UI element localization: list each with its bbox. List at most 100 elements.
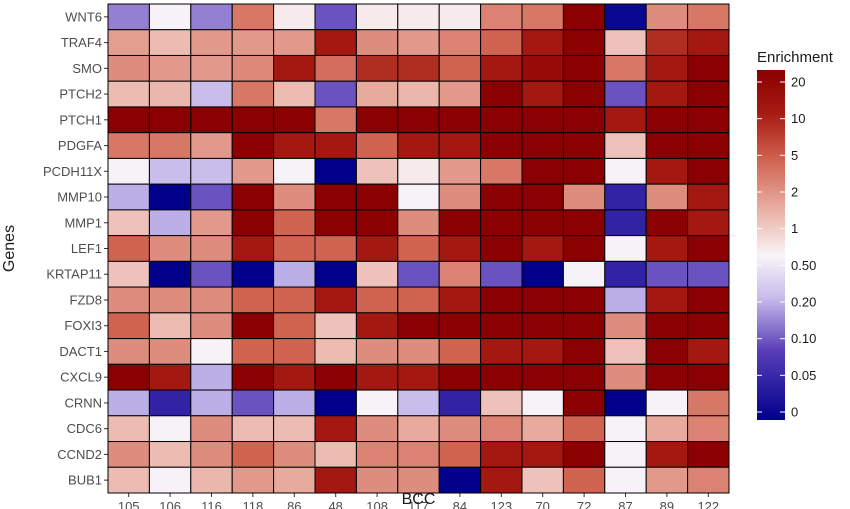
heatmap-cell-BUB1-105 xyxy=(107,466,150,494)
heatmap-cell-MMP10-117 xyxy=(397,183,440,211)
heatmap-cell-CCND2-106 xyxy=(148,441,192,468)
y-tick-label: WNT6 xyxy=(65,9,102,24)
heatmap-cell-BUB1-108 xyxy=(355,466,399,494)
heatmap-cell-SMO-72 xyxy=(562,54,606,82)
heatmap-cell-MMP1-117 xyxy=(397,209,440,237)
x-tick-label: 48 xyxy=(328,499,342,509)
heatmap-cell-CDC6-122 xyxy=(687,415,730,443)
heatmap-cell-CXCL9-86 xyxy=(273,363,316,391)
heatmap-cell-FZD8-117 xyxy=(397,286,440,314)
heatmap-cell-PTCH1-116 xyxy=(190,106,233,134)
heatmap-cell-WNT6-84 xyxy=(438,3,482,31)
heatmap-cell-PDGFA-105 xyxy=(107,132,150,159)
color-legend: Enrichment 20 10 5 2 1 0.50 0.20 0.10 0.05 0 xyxy=(757,49,834,420)
heatmap-cell-MMP1-122 xyxy=(687,209,730,237)
heatmap-cell-CDC6-87 xyxy=(604,415,647,443)
heatmap-cell-MMP1-72 xyxy=(562,209,606,237)
heatmap-cell-WNT6-116 xyxy=(190,3,233,31)
heatmap-cell-PTCH1-123 xyxy=(480,106,523,134)
heatmap-cell-PCDH11X-123 xyxy=(480,157,523,185)
heatmap-cell-LEF1-48 xyxy=(314,235,357,262)
heatmap-cell-CDC6-48 xyxy=(314,415,357,443)
heatmap-cell-CCND2-86 xyxy=(273,441,316,468)
heatmap-cell-FZD8-86 xyxy=(273,286,316,314)
heatmap-cell-PTCH2-118 xyxy=(231,80,275,108)
heatmap-cell-DACT1-117 xyxy=(397,338,440,365)
heatmap-cell-CDC6-86 xyxy=(273,415,316,443)
heatmap-cell-FZD8-106 xyxy=(148,286,192,314)
x-tick-label: 70 xyxy=(535,499,549,509)
heatmap-cell-CRNN-117 xyxy=(397,389,440,417)
heatmap-cell-CRNN-48 xyxy=(314,389,357,417)
x-tick-label: 123 xyxy=(490,499,512,509)
heatmap-cell-TRAF4-123 xyxy=(480,29,523,56)
heatmap-cell-TRAF4-105 xyxy=(107,29,150,56)
heatmap-cell-DACT1-72 xyxy=(562,338,606,365)
heatmap-cell-PCDH11X-105 xyxy=(107,157,150,185)
heatmap-cell-KRTAP11-89 xyxy=(645,260,689,288)
y-tick-label: CCND2 xyxy=(57,447,102,462)
heatmap-cell-PDGFA-87 xyxy=(604,132,647,159)
heatmap-cell-FZD8-84 xyxy=(438,286,482,314)
x-axis-ticks: 105 106 116 118 86 48 108 117 84 123 70 72 87 89 122 xyxy=(118,493,719,509)
heatmap-cell-MMP1-84 xyxy=(438,209,482,237)
heatmap-cell-PCDH11X-122 xyxy=(687,157,730,185)
heatmap-cell-DACT1-116 xyxy=(190,338,233,365)
heatmap-cell-KRTAP11-106 xyxy=(148,260,192,288)
heatmap-cell-TRAF4-89 xyxy=(645,29,689,56)
heatmap-cell-MMP10-72 xyxy=(562,183,606,211)
heatmap-cell-KRTAP11-105 xyxy=(107,260,150,288)
heatmap-cell-FOXI3-122 xyxy=(687,312,730,340)
heatmap-cell-PTCH1-86 xyxy=(273,106,316,134)
heatmap-cell-DACT1-122 xyxy=(687,338,730,365)
heatmap-cell-CDC6-106 xyxy=(148,415,192,443)
heatmap-cell-MMP10-122 xyxy=(687,183,730,211)
heatmap-cell-MMP10-89 xyxy=(645,183,689,211)
heatmap-cell-CCND2-122 xyxy=(687,441,730,468)
heatmap-cell-MMP1-108 xyxy=(355,209,399,237)
legend-tick-label: 2 xyxy=(791,185,798,200)
heatmap-cell-FOXI3-48 xyxy=(314,312,357,340)
heatmap-cell-CXCL9-84 xyxy=(438,363,482,391)
heatmap-cell-KRTAP11-87 xyxy=(604,260,647,288)
y-tick-label: FZD8 xyxy=(70,292,103,307)
heatmap-cell-CXCL9-70 xyxy=(521,363,564,391)
heatmap-cell-CRNN-116 xyxy=(190,389,233,417)
heatmap-cell-KRTAP11-86 xyxy=(273,260,316,288)
heatmap-cell-MMP1-86 xyxy=(273,209,316,237)
heatmap-cell-CDC6-108 xyxy=(355,415,399,443)
heatmap-cell-PTCH1-122 xyxy=(687,106,730,134)
heatmap-cell-WNT6-72 xyxy=(562,3,606,31)
heatmap-cell-CCND2-87 xyxy=(604,441,647,468)
heatmap-cell-PTCH2-106 xyxy=(148,80,192,108)
heatmap-cell-PDGFA-48 xyxy=(314,132,357,159)
heatmap-cell-WNT6-70 xyxy=(521,3,564,31)
heatmap-cell-PCDH11X-89 xyxy=(645,157,689,185)
heatmap-cell-CRNN-105 xyxy=(107,389,150,417)
heatmap-cell-FOXI3-123 xyxy=(480,312,523,340)
heatmap-cell-PTCH2-86 xyxy=(273,80,316,108)
heatmap-cell-FOXI3-105 xyxy=(107,312,150,340)
y-tick-label: PDGFA xyxy=(58,138,102,153)
heatmap-cell-SMO-105 xyxy=(107,54,150,82)
heatmap-cell-CCND2-105 xyxy=(107,441,150,468)
heatmap-cell-TRAF4-116 xyxy=(190,29,233,56)
heatmap-cell-TRAF4-108 xyxy=(355,29,399,56)
heatmap-cell-CXCL9-108 xyxy=(355,363,399,391)
heatmap-cell-PTCH1-87 xyxy=(604,106,647,134)
y-tick-label: CRNN xyxy=(64,395,102,410)
legend-colorbar xyxy=(757,70,785,420)
heatmap-cell-KRTAP11-117 xyxy=(397,260,440,288)
x-tick-label: 87 xyxy=(618,499,632,509)
heatmap-cell-CCND2-48 xyxy=(314,441,357,468)
heatmap-cell-LEF1-70 xyxy=(521,235,564,262)
legend-ticks: 20 10 5 2 1 0.50 0.20 0.10 0.05 0 xyxy=(757,75,816,420)
heatmap-cell-DACT1-70 xyxy=(521,338,564,365)
heatmap-cell-LEF1-123 xyxy=(480,235,523,262)
heatmap-cell-CCND2-116 xyxy=(190,441,233,468)
heatmap-cell-KRTAP11-118 xyxy=(231,260,275,288)
heatmap-cell-CCND2-89 xyxy=(645,441,689,468)
heatmap-cell-FOXI3-87 xyxy=(604,312,647,340)
heatmap-cell-SMO-108 xyxy=(355,54,399,82)
heatmap-cell-TRAF4-84 xyxy=(438,29,482,56)
